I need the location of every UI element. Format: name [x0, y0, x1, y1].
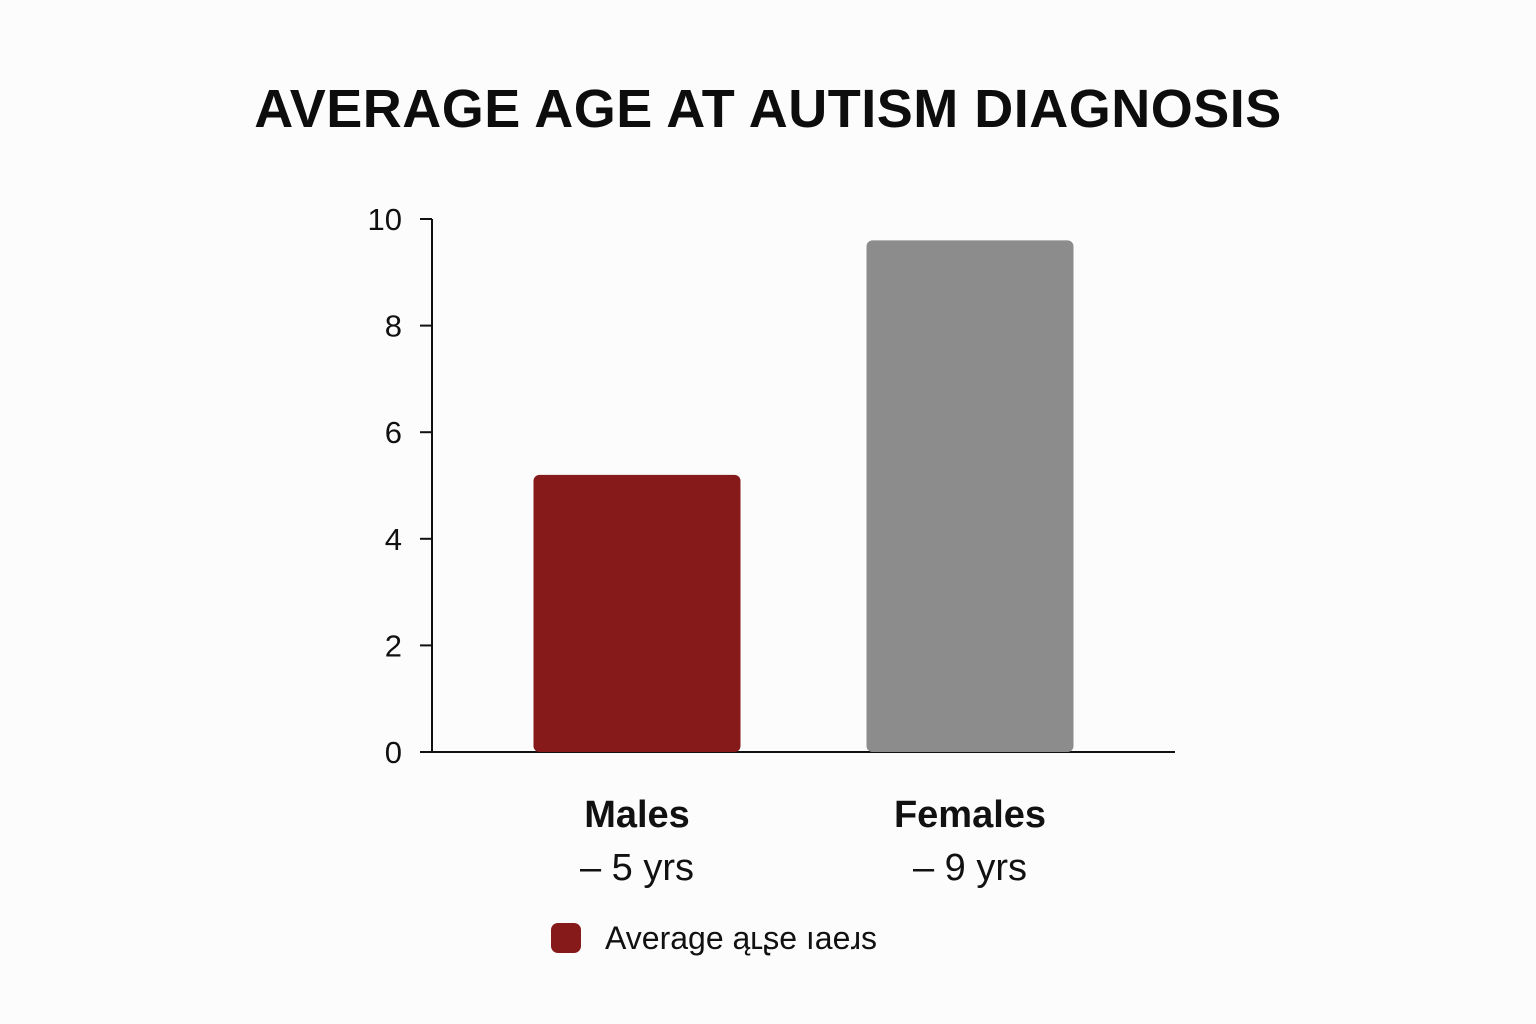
x-axis-labels: Males – 5 yrs Females – 9 yrs	[580, 794, 1046, 889]
bar-males	[533, 474, 741, 752]
bar-females	[866, 240, 1074, 752]
y-tick-label: 2	[385, 628, 402, 663]
legend-swatch	[551, 923, 581, 953]
legend: Average ąʟʂe ıaeɹs	[551, 918, 877, 958]
legend-label: Average ąʟʂe ıaeɹs	[605, 919, 878, 956]
bar-value-label: – 9 yrs	[913, 847, 1027, 889]
y-tick-label: 6	[385, 415, 402, 450]
y-tick-label: 8	[385, 309, 402, 344]
y-tick-label: 10	[368, 202, 402, 237]
x-category-label: Males	[584, 794, 690, 836]
chart-title: AVERAGE AGE AT AUTISM DIAGNOSIS	[254, 79, 1282, 139]
bar-value-label: – 5 yrs	[580, 847, 694, 889]
y-tick-label: 4	[385, 522, 402, 557]
bars	[533, 240, 1074, 752]
x-category-label: Females	[894, 794, 1046, 836]
y-tick-label: 0	[385, 735, 402, 770]
